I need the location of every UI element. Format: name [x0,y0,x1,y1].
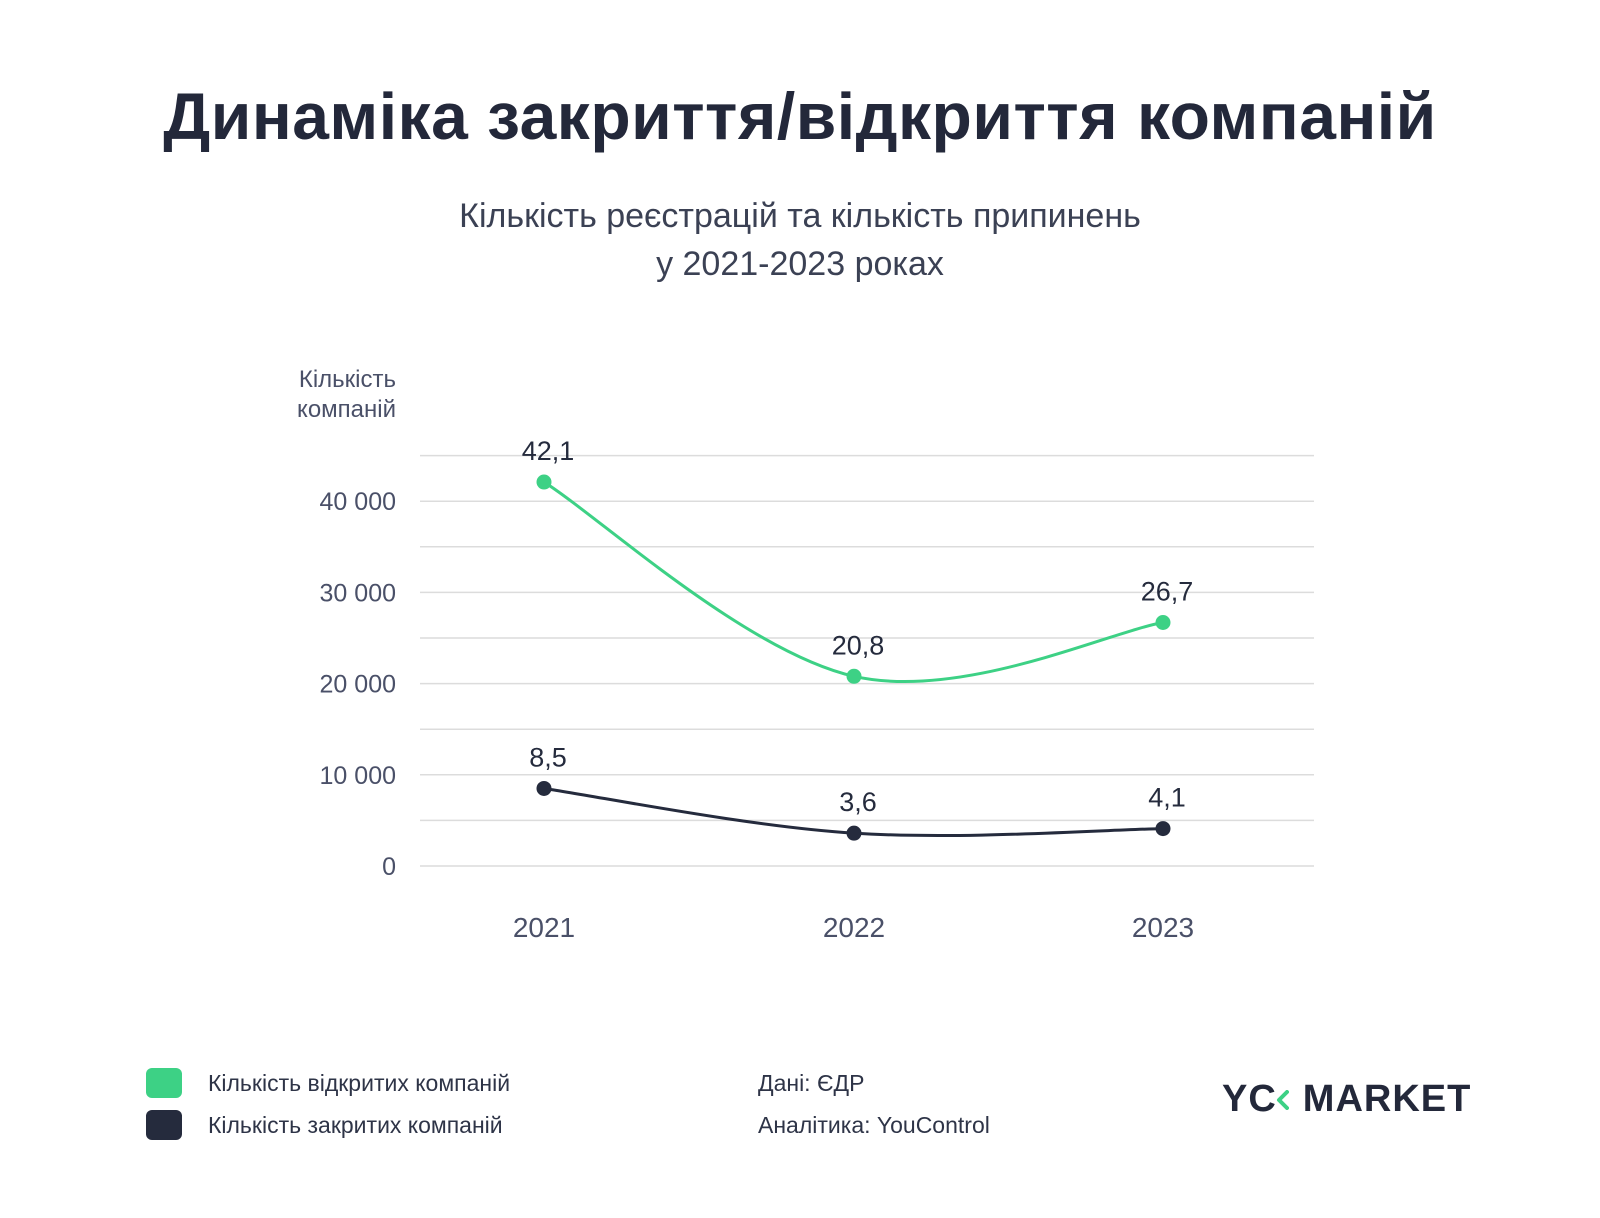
legend-label-opened: Кількість відкритих компаній [208,1069,511,1096]
data-label-closed: 8,5 [529,742,567,772]
y-tick-label: 40 000 [320,488,396,516]
legend-item-closed: Кількість закритих компаній [146,1104,510,1146]
y-tick-label: 20 000 [320,671,396,699]
data-point-closed [1155,821,1171,837]
data-point-closed [536,780,552,796]
line-chart: 0 10 000 20 000 30 000 40 000 Кількість компан… [297,366,1314,943]
x-tick-label: 2021 [513,912,575,943]
data-label-closed: 4,1 [1148,783,1186,813]
data-label-closed: 3,6 [839,787,877,817]
data-point-closed [846,825,862,841]
logo-market: MARKET [1302,1078,1472,1120]
legend: Кількість відкритих компаній Кількість з… [146,1062,510,1146]
legend-swatch-closed [146,1110,182,1140]
x-tick-label: 2022 [823,912,885,943]
data-label-opened: 20,8 [832,630,885,660]
data-point-opened [846,668,862,684]
data-label-opened: 26,7 [1141,576,1194,606]
data-point-opened [536,474,552,490]
legend-label-closed: Кількість закритих компаній [208,1111,503,1138]
chart-subtitle: Кількість реєстрацій та кількість припин… [0,192,1600,288]
x-tick-label: 2023 [1132,912,1194,943]
source-data: Дані: ЄДР [758,1070,865,1096]
legend-swatch-opened [146,1068,182,1098]
y-axis-label-line-2: компаній [297,396,396,423]
chevron-left-icon [1276,1089,1289,1110]
chart-title: Динаміка закриття/відкриття компаній [163,79,1437,153]
y-tick-label: 10 000 [320,762,396,790]
subtitle-line-1: Кількість реєстрацій та кількість припин… [459,197,1141,235]
data-label-opened: 42,1 [522,436,575,466]
y-axis-label-line-1: Кількість [299,366,396,393]
data-point-opened [1155,614,1171,630]
sources: Дані: ЄДР Аналітика: YouControl [758,1062,990,1146]
source-analytics: Аналітика: YouControl [758,1112,990,1138]
legend-item-opened: Кількість відкритих компаній [146,1062,510,1104]
y-tick-label: 30 000 [320,579,396,607]
subtitle-line-2: у 2021-2023 роках [656,245,944,283]
logo-yc: YC [1222,1078,1277,1120]
yc-market-logo: YC MARKET [1222,1078,1471,1121]
y-tick-label: 0 [382,853,396,881]
